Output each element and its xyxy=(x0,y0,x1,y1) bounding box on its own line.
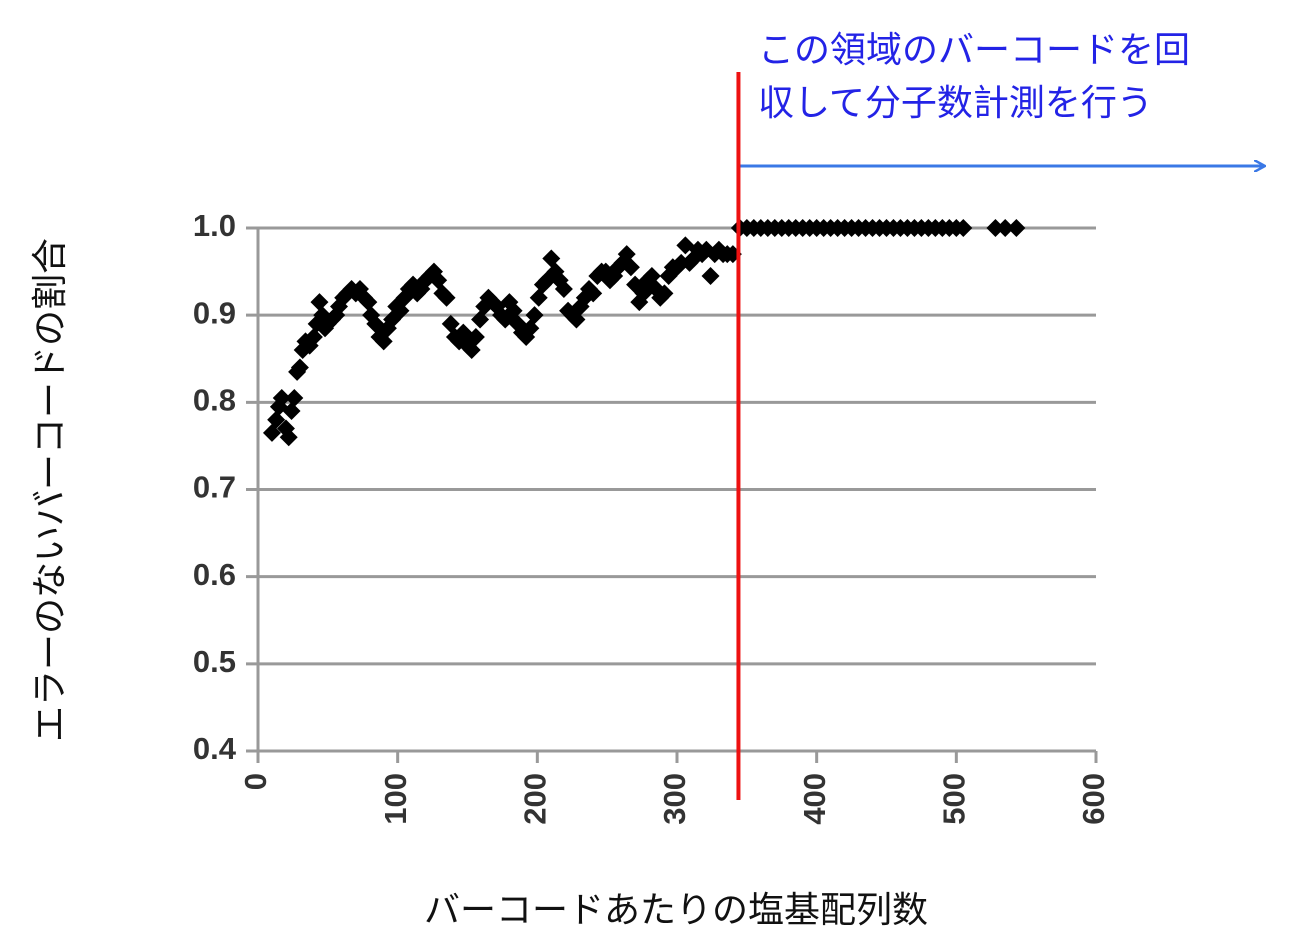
point xyxy=(466,327,485,346)
point xyxy=(621,258,640,277)
point xyxy=(701,266,720,285)
point xyxy=(986,219,1005,237)
y-tick-label: 0.8 xyxy=(193,383,236,418)
x-axis-title: バーコードあたりの塩基配列数 xyxy=(424,890,928,931)
annotation-line: 収して分子数計測を行う xyxy=(758,83,1153,124)
x-tick-label: 100 xyxy=(378,773,413,825)
x-tick-label: 600 xyxy=(1076,773,1111,825)
point xyxy=(290,358,309,377)
point xyxy=(279,428,298,447)
point xyxy=(285,388,304,407)
point xyxy=(655,284,674,303)
y-tick-label: 0.5 xyxy=(193,644,236,679)
point xyxy=(272,388,291,407)
point xyxy=(954,219,973,237)
x-tick-label: 0 xyxy=(238,773,273,790)
y-tick-label: 0.6 xyxy=(193,557,236,592)
point xyxy=(359,293,378,312)
point xyxy=(282,402,301,421)
point xyxy=(996,219,1015,237)
point xyxy=(437,288,456,307)
point xyxy=(496,310,515,329)
x-tick-label: 400 xyxy=(797,773,832,825)
y-tick-label: 0.9 xyxy=(193,295,236,330)
point xyxy=(584,284,603,303)
point xyxy=(525,306,544,325)
point xyxy=(554,280,573,299)
point xyxy=(1007,219,1026,237)
point xyxy=(304,327,323,346)
point xyxy=(500,293,519,312)
x-tick-label: 500 xyxy=(937,773,972,825)
y-tick-label: 0.7 xyxy=(193,470,236,505)
x-tick-label: 200 xyxy=(518,773,553,825)
y-axis-title: エラーのないバーコードの割合 xyxy=(30,238,71,742)
annotation-line: この領域のバーコードを回 xyxy=(758,30,1190,71)
x-tick-label: 300 xyxy=(657,773,692,825)
point xyxy=(267,410,286,429)
y-tick-label: 0.4 xyxy=(193,731,237,766)
point xyxy=(310,293,329,312)
y-tick-label: 1.0 xyxy=(193,208,236,243)
